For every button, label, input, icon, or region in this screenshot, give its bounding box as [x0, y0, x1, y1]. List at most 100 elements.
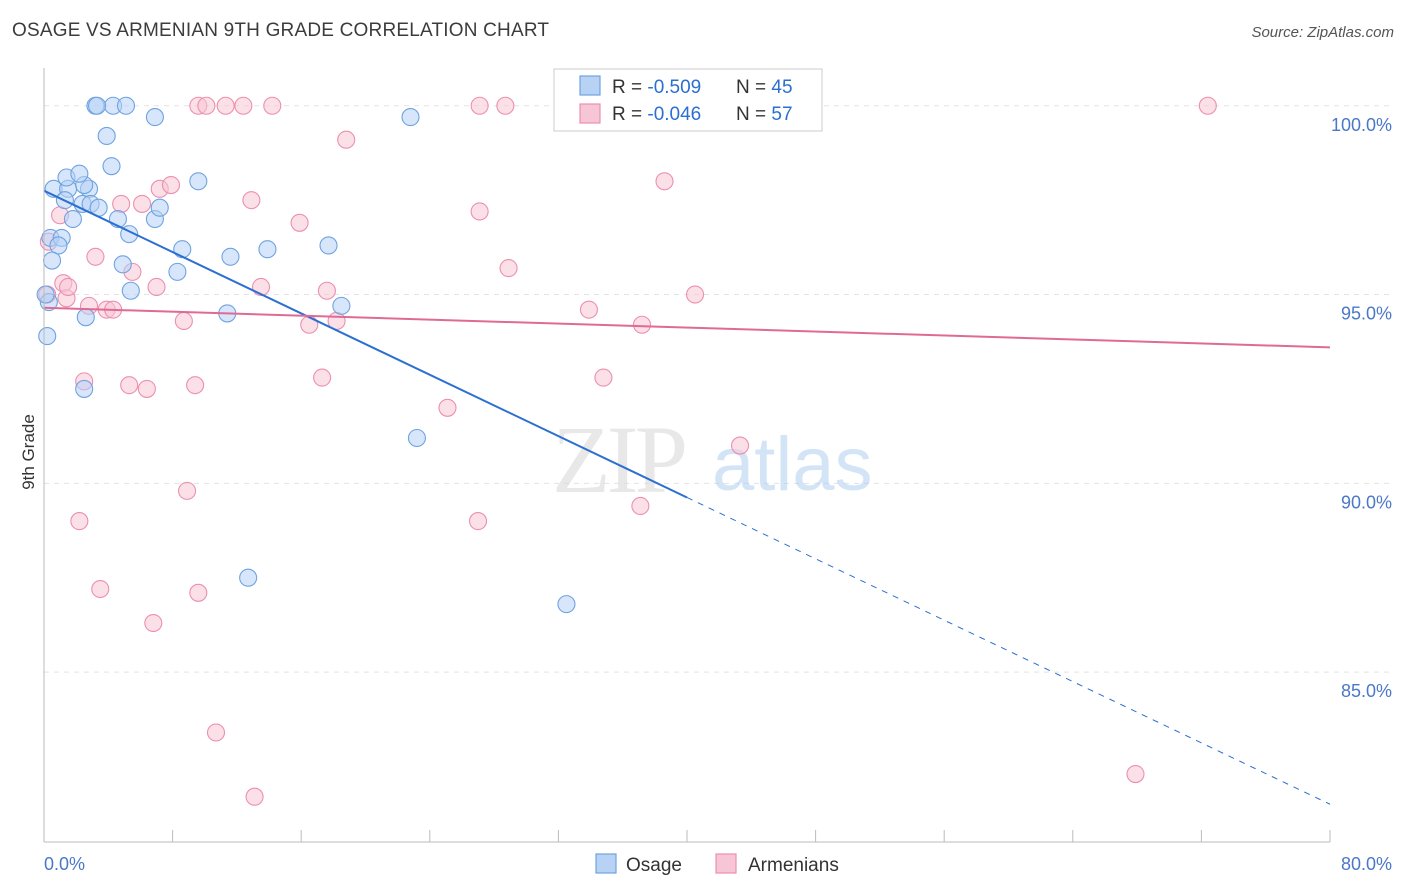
armenian-point — [234, 96, 253, 115]
osage-point — [557, 595, 576, 614]
armenian-point — [468, 512, 488, 531]
armenian-point — [631, 496, 650, 516]
osage-point — [76, 308, 95, 327]
stats-armenian-swatch — [579, 103, 601, 124]
osage-point — [150, 198, 169, 217]
legend-osage-label[interactable]: Osage — [626, 855, 682, 876]
osage-point — [49, 236, 68, 255]
armenian-trend-line — [43, 306, 1331, 349]
legend-armenian-swatch[interactable] — [715, 853, 737, 874]
armenian-point — [730, 436, 750, 455]
armenian-point — [178, 481, 197, 500]
osage-point — [189, 172, 208, 191]
armenian-point — [1126, 764, 1145, 784]
armenian-point — [300, 315, 319, 334]
osage-point — [75, 379, 94, 398]
osage-point — [70, 164, 89, 183]
armenian-point — [144, 613, 163, 633]
osage-point — [42, 251, 62, 270]
armenian-point — [263, 96, 282, 115]
armenian-point — [86, 247, 105, 266]
osage-point — [97, 126, 116, 146]
osage-point — [145, 108, 164, 127]
armenian-point — [579, 300, 598, 319]
svg-text:N = 45: N = 45 — [736, 77, 793, 98]
armenian-point — [313, 368, 332, 387]
armenian-point — [137, 379, 156, 398]
osage-point — [116, 96, 136, 115]
armenian-point — [470, 202, 489, 221]
armenian-point — [70, 512, 89, 531]
armenian-point — [632, 315, 652, 334]
armenian-point — [496, 96, 515, 115]
stats-osage-r-value: -0.509 — [647, 77, 701, 98]
armenian-point — [685, 285, 705, 304]
stats-box: R = -0.509 N = 45 R = -0.046 N = 57 — [553, 68, 823, 132]
osage-point — [319, 236, 338, 255]
armenian-point — [290, 213, 309, 232]
armenian-point — [1198, 96, 1217, 115]
armenian-point — [242, 191, 261, 210]
bottom-legend: Osage Armenians — [595, 853, 839, 876]
ticks-layer: 100.0% 95.0% 90.0% 85.0% — [43, 115, 1392, 842]
armenian-point — [147, 277, 166, 297]
armenian-point — [317, 281, 336, 300]
armenian-point — [438, 398, 457, 417]
armenian-point — [245, 787, 264, 806]
points-layer — [36, 96, 1217, 806]
osage-point — [121, 281, 140, 300]
armenian-point — [161, 175, 181, 195]
legend-osage-swatch[interactable] — [595, 853, 617, 874]
armenian-point — [91, 579, 110, 599]
osage-point — [332, 296, 351, 315]
stats-armenian-n-label: N = — [736, 104, 771, 125]
stats-armenian-r-label: R = — [612, 104, 647, 125]
trend-layer — [43, 189, 1331, 805]
osage-point — [113, 255, 132, 274]
watermark: ZIP atlas — [552, 406, 873, 513]
armenian-point — [186, 376, 205, 395]
y-axis-title: 9th Grade — [19, 414, 38, 490]
armenian-point — [251, 277, 271, 297]
armenian-point — [197, 96, 216, 115]
armenian-point — [206, 723, 226, 742]
osage-point — [36, 285, 55, 304]
armenian-point — [470, 96, 489, 115]
osage-point — [221, 247, 240, 266]
x-tick-label-min: 0.0% — [44, 854, 85, 874]
stats-osage-n-label: N = — [736, 77, 771, 98]
osage-trend-extension — [686, 497, 1331, 805]
stats-osage-swatch — [579, 75, 601, 96]
legend-armenian-label[interactable]: Armenians — [748, 855, 839, 876]
armenian-point — [174, 311, 193, 331]
armenian-point — [120, 376, 139, 395]
armenian-point — [337, 130, 356, 149]
chart-title: OSAGE VS ARMENIAN 9TH GRADE CORRELATION … — [12, 20, 550, 41]
armenian-point — [112, 194, 131, 213]
y-tick-label: 95.0% — [1341, 304, 1392, 324]
osage-point — [258, 240, 277, 259]
chart-source: Source: ZipAtlas.com — [1251, 24, 1394, 41]
armenian-point — [189, 583, 208, 602]
osage-point — [87, 96, 107, 115]
osage-point — [102, 157, 121, 176]
stats-osage-n-value: 45 — [771, 77, 792, 98]
armenian-point — [216, 96, 235, 115]
osage-point — [407, 428, 426, 448]
x-tick-label-max: 80.0% — [1341, 854, 1392, 874]
osage-point — [239, 568, 258, 587]
stats-armenian-n-value: 57 — [771, 104, 792, 125]
watermark-zip: ZIP — [552, 406, 685, 513]
watermark-atlas: atlas — [712, 422, 873, 507]
osage-trend-line — [43, 189, 688, 499]
grid-layer — [44, 105, 1392, 673]
osage-point — [38, 327, 57, 346]
stats-osage-r-label: R = — [612, 77, 647, 98]
armenian-point — [59, 277, 78, 297]
armenian-point — [594, 368, 613, 387]
svg-text:R = -0.046: R = -0.046 — [612, 104, 701, 125]
axes-layer — [43, 68, 1330, 843]
osage-point — [173, 240, 192, 259]
armenian-point — [133, 194, 152, 213]
